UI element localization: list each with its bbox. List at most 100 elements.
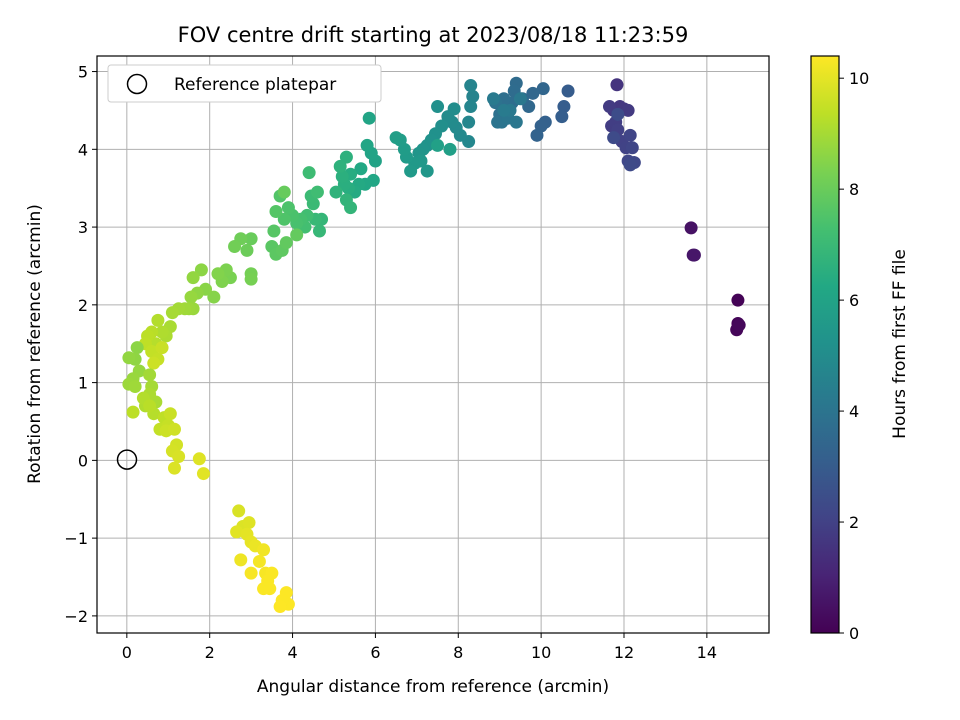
data-point xyxy=(302,166,316,180)
y-tick-label: 4 xyxy=(78,140,88,159)
data-point xyxy=(211,267,225,281)
data-point xyxy=(155,325,169,339)
data-point xyxy=(530,128,544,142)
data-point xyxy=(404,164,418,178)
data-point xyxy=(526,86,540,100)
data-point xyxy=(684,221,698,235)
data-point xyxy=(167,422,181,436)
data-point xyxy=(192,452,206,466)
legend-entry: Reference platepar xyxy=(174,75,336,95)
data-point xyxy=(143,399,157,413)
data-point xyxy=(610,78,624,92)
data-point xyxy=(732,318,746,332)
data-point xyxy=(310,185,324,199)
y-tick-label: 3 xyxy=(78,218,88,237)
y-tick-label: −1 xyxy=(64,529,88,548)
data-point xyxy=(230,525,244,539)
data-point xyxy=(607,131,621,145)
data-point xyxy=(557,100,571,114)
data-point xyxy=(273,600,287,614)
data-point xyxy=(228,240,242,254)
data-point xyxy=(509,115,523,129)
reference-platepar-marker xyxy=(116,449,138,470)
x-tick-label: 0 xyxy=(122,643,132,662)
x-tick-label: 10 xyxy=(531,643,551,662)
data-point xyxy=(244,566,258,580)
data-point xyxy=(279,236,293,250)
y-tick-label: 1 xyxy=(78,374,88,393)
data-point xyxy=(269,205,283,219)
y-tick-label: 5 xyxy=(78,63,88,82)
data-point xyxy=(389,131,403,145)
data-point xyxy=(339,150,353,164)
data-point xyxy=(611,107,625,121)
data-points xyxy=(122,76,746,614)
x-axis-ticks: 0 2 4 6 8 10 12 14 xyxy=(122,633,717,662)
data-point xyxy=(354,162,368,176)
data-point xyxy=(491,115,505,129)
data-point xyxy=(126,405,140,419)
data-point xyxy=(344,201,358,215)
data-point xyxy=(623,158,637,172)
colorbar-tick-label: 4 xyxy=(849,402,859,421)
legend-box xyxy=(107,64,382,103)
data-point xyxy=(486,92,500,106)
colorbar-ticks: 0 2 4 6 8 10 xyxy=(839,69,869,643)
data-point xyxy=(172,449,186,463)
y-tick-label: −2 xyxy=(64,607,88,626)
data-point xyxy=(561,84,575,98)
data-point xyxy=(333,159,347,173)
y-tick-label: 2 xyxy=(78,296,88,315)
colorbar: 0 2 4 6 8 10 Hours from first FF file xyxy=(810,55,910,643)
data-point xyxy=(194,263,208,277)
data-point xyxy=(464,100,478,114)
x-tick-label: 8 xyxy=(453,643,463,662)
data-point xyxy=(165,306,179,320)
x-axis-label: Angular distance from reference (arcmin) xyxy=(257,677,609,697)
data-point xyxy=(621,103,635,117)
colorbar-tick-label: 0 xyxy=(849,624,859,643)
data-point xyxy=(128,379,142,393)
colorbar-tick-label: 8 xyxy=(849,180,859,199)
x-tick-label: 14 xyxy=(697,643,717,662)
data-point xyxy=(536,82,550,96)
data-point xyxy=(240,243,254,257)
data-point xyxy=(277,212,291,226)
data-point xyxy=(443,142,457,156)
x-tick-label: 4 xyxy=(287,643,297,662)
data-point xyxy=(329,185,343,199)
colorbar-label: Hours from first FF file xyxy=(890,249,910,439)
data-point xyxy=(244,232,258,246)
data-point xyxy=(555,110,569,124)
legend: Reference platepar xyxy=(107,64,382,103)
data-point xyxy=(277,185,291,199)
data-point xyxy=(625,141,639,155)
data-point xyxy=(232,504,246,518)
data-point xyxy=(431,100,445,114)
data-point xyxy=(335,170,349,184)
data-point xyxy=(196,467,210,481)
data-point xyxy=(155,341,169,355)
data-point xyxy=(244,272,258,286)
data-point xyxy=(497,103,511,117)
data-point xyxy=(431,138,445,152)
data-point xyxy=(186,271,200,285)
data-point xyxy=(312,224,326,238)
data-point xyxy=(267,224,281,238)
data-point xyxy=(163,407,177,421)
x-tick-label: 12 xyxy=(614,643,634,662)
plot-frame xyxy=(96,55,770,634)
data-point xyxy=(281,201,295,215)
data-point xyxy=(362,111,376,125)
data-point xyxy=(242,516,256,530)
data-point xyxy=(147,356,161,370)
data-point xyxy=(687,248,701,262)
data-point xyxy=(122,351,136,365)
x-tick-label: 2 xyxy=(205,643,215,662)
data-point xyxy=(263,582,277,596)
chart-title: FOV centre drift starting at 2023/08/18 … xyxy=(178,23,689,47)
data-point xyxy=(731,293,745,307)
plot-area xyxy=(96,55,770,634)
data-point xyxy=(462,115,476,129)
